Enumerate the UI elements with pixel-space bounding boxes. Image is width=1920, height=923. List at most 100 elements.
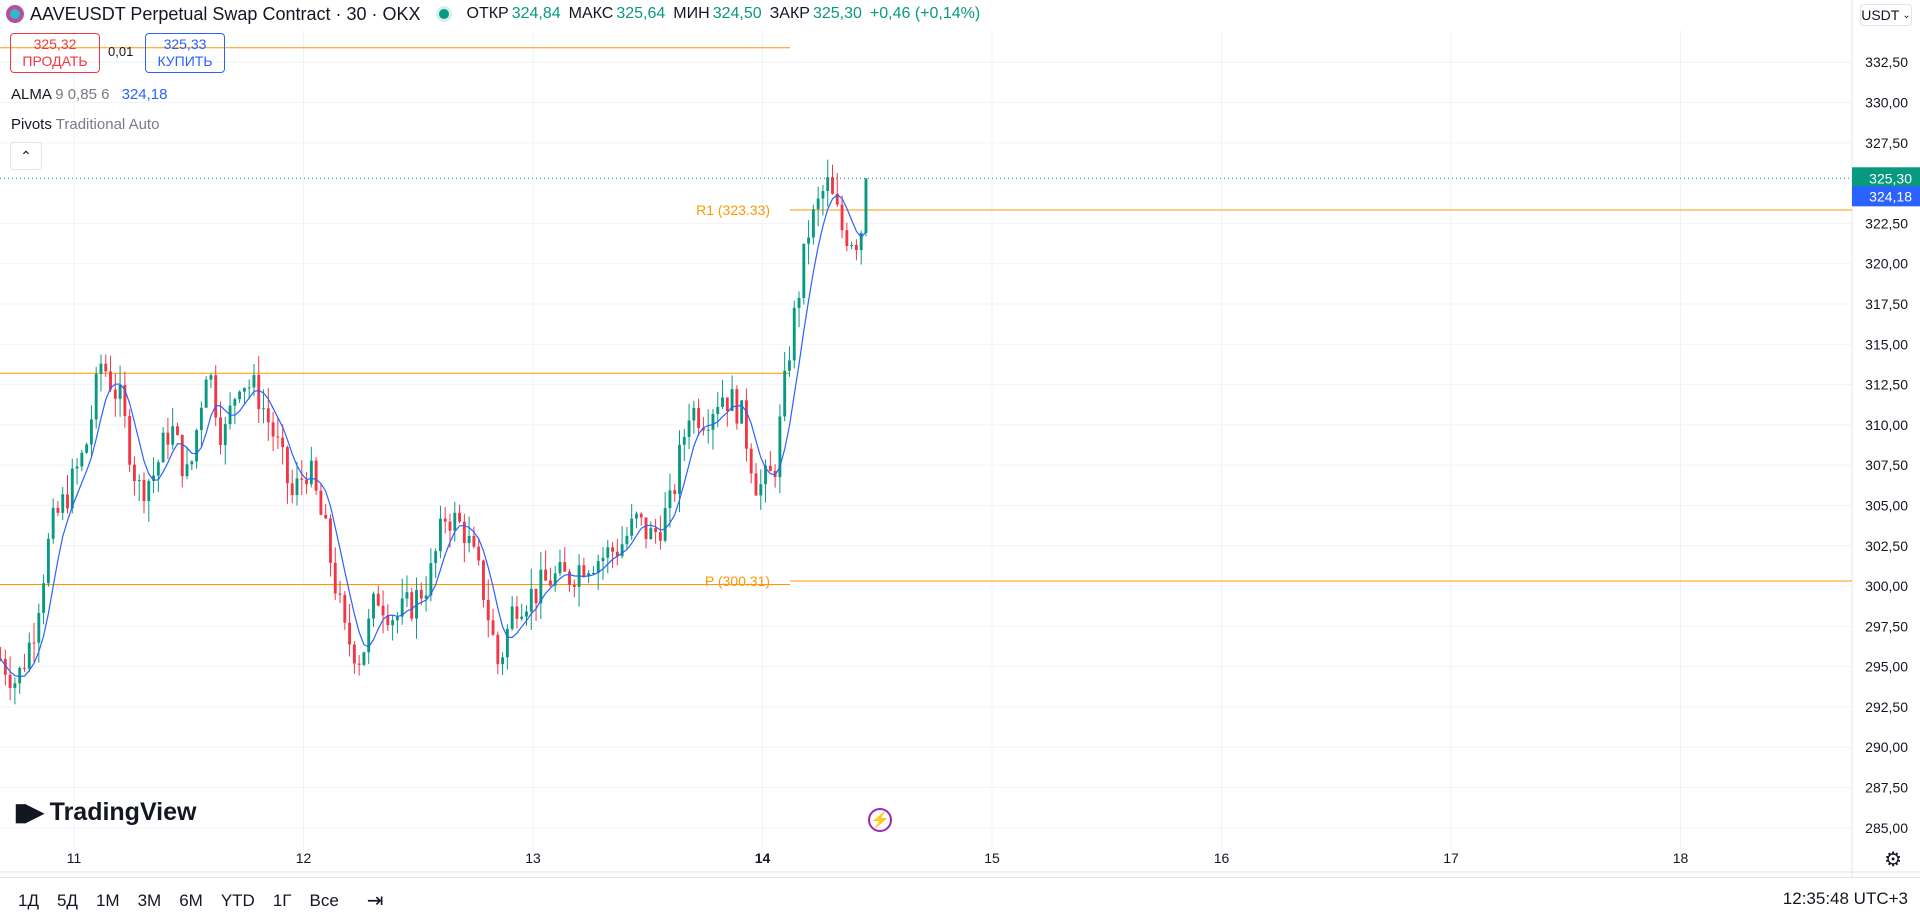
candle-body (563, 562, 567, 572)
alma-legend[interactable]: ALMA 9 0,85 6 324,18 (11, 86, 167, 103)
calendar-goto-icon[interactable]: ⇥ (366, 890, 384, 912)
candle-body (314, 460, 318, 491)
candle-body (816, 198, 820, 210)
candle-body (367, 618, 371, 653)
candle-body (615, 551, 619, 557)
bottom-toolbar: 1Д 5Д 1М 3М 6М YTD 1Г Все ⇥ (0, 877, 1920, 923)
x-tick-label: 11 (67, 850, 82, 866)
candle-body (496, 634, 500, 665)
market-status-icon[interactable] (438, 9, 449, 19)
range-1y[interactable]: 1Г (272, 890, 292, 910)
candle-body (644, 517, 648, 540)
candle-body (223, 424, 227, 445)
candle-body (80, 452, 84, 467)
candle-body (802, 243, 806, 298)
price-chart[interactable]: 332,50330,00327,50325,00322,50320,00317,… (0, 0, 1920, 877)
candle-body (510, 606, 514, 629)
candle-body (305, 479, 308, 485)
x-tick-label: 15 (984, 850, 1000, 866)
candle-body (190, 461, 194, 465)
candle-body (701, 428, 705, 431)
candle-body (711, 413, 715, 430)
spread-value: 0,01 (108, 44, 134, 59)
low-value: 324,50 (712, 5, 762, 22)
candle-body (601, 557, 605, 562)
candle-body (18, 667, 22, 684)
y-tick-label: 315,00 (1865, 336, 1908, 352)
candle-body (424, 595, 428, 599)
candle-body (262, 408, 265, 410)
y-tick-label: 332,50 (1865, 54, 1908, 70)
candle-body (405, 592, 409, 599)
candle-body (152, 475, 155, 481)
candle-body (548, 580, 552, 586)
candle-body (13, 683, 17, 688)
candle-body (137, 479, 141, 481)
buy-button[interactable]: 325,33 КУПИТЬ (145, 33, 225, 73)
range-3m[interactable]: 3М (137, 890, 162, 910)
candle-body (233, 399, 237, 406)
candle-body (668, 490, 672, 509)
candle-body (219, 417, 222, 445)
candle-body (238, 391, 242, 400)
lightning-icon[interactable]: ⚡ (868, 808, 892, 832)
alma-line (0, 194, 867, 678)
candle-body (242, 388, 246, 392)
y-tick-label: 285,00 (1865, 820, 1908, 836)
candle-body (99, 363, 103, 374)
currency-select[interactable]: USDT ⌄ (1860, 4, 1912, 26)
candle-body (381, 605, 385, 616)
pivots-name: Pivots (11, 116, 52, 133)
candle-body (654, 528, 658, 533)
candle-body (434, 551, 438, 564)
candle-body (582, 565, 586, 577)
candle-body (482, 560, 485, 600)
range-5d[interactable]: 5Д (56, 890, 78, 910)
candle-body (8, 674, 12, 688)
range-all[interactable]: Все (309, 890, 339, 910)
range-ytd[interactable]: YTD (220, 890, 255, 910)
candle-body (788, 360, 791, 371)
candle-body (462, 521, 466, 543)
candle-body (180, 434, 184, 477)
symbol-title[interactable]: AAVEUSDT Perpetual Swap Contract · 30 · … (30, 3, 421, 24)
range-1d[interactable]: 1Д (18, 890, 39, 910)
tradingview-logo[interactable]: ▮▶ TradingView (14, 798, 196, 827)
candle-body (42, 583, 46, 613)
alma-params: 9 0,85 6 (55, 86, 110, 103)
candle-body (596, 561, 600, 573)
tradingview-wordmark: TradingView (49, 798, 197, 826)
pivots-legend[interactable]: Pivots Traditional Auto (11, 116, 159, 133)
candle-body (391, 620, 395, 626)
candle-body (553, 573, 557, 586)
candle-body (759, 484, 763, 496)
candle-body (505, 628, 509, 658)
candle-body (362, 652, 366, 665)
candle-body (104, 363, 108, 372)
candle-body (687, 420, 691, 437)
candle-body (658, 532, 662, 541)
candle-body (400, 598, 404, 617)
candle-body (319, 490, 323, 515)
range-6m[interactable]: 6М (179, 890, 203, 910)
candle-body (252, 375, 256, 388)
clock-time[interactable]: 12:35:48 UTC+3 (1782, 889, 1908, 908)
candle-body (448, 521, 452, 531)
candle-body (745, 400, 748, 449)
x-tick-label: 16 (1214, 850, 1230, 866)
candle-body (807, 237, 811, 244)
range-1m[interactable]: 1М (95, 890, 120, 910)
candle-body (286, 447, 289, 484)
candle-body (572, 584, 576, 587)
candle-body (740, 400, 744, 424)
candle-body (840, 204, 844, 231)
open-value: 324,84 (511, 5, 561, 22)
chevron-down-icon: ⌄ (1902, 9, 1911, 21)
gear-icon[interactable]: ⚙ (1884, 849, 1902, 871)
candle-body (439, 518, 442, 552)
collapse-legend-button[interactable]: ⌃ (10, 142, 42, 170)
sell-button[interactable]: 325,32 ПРОДАТЬ (10, 33, 100, 73)
candle-body (539, 569, 543, 604)
candle-body (706, 429, 710, 431)
candle-body (850, 245, 854, 247)
